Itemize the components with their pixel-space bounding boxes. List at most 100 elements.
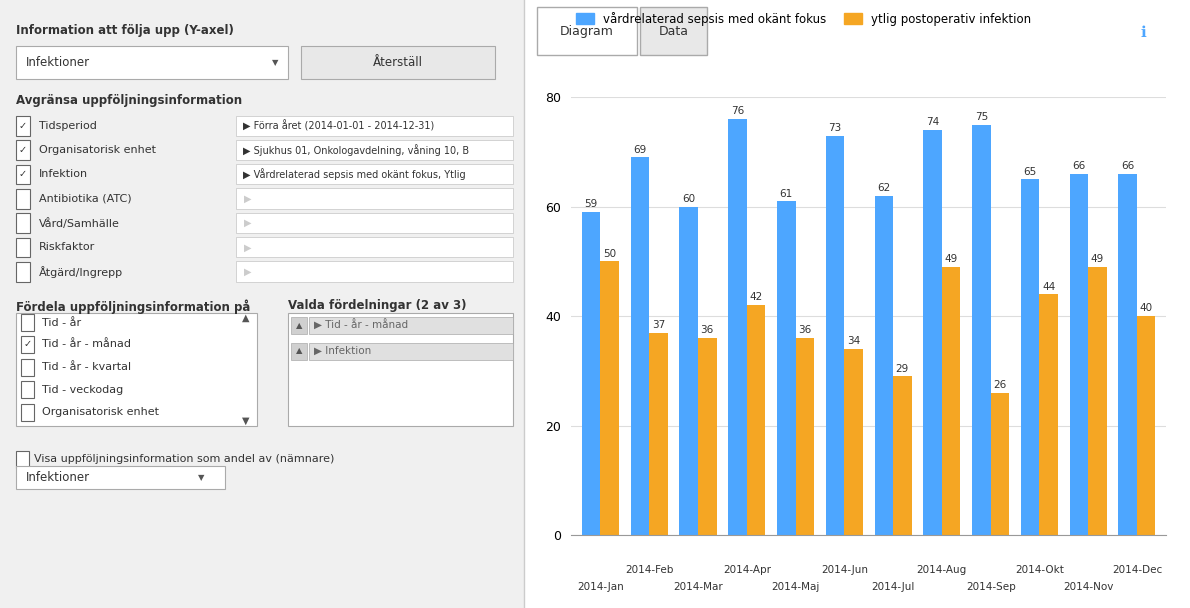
- Text: 44: 44: [1042, 282, 1056, 292]
- Text: 66: 66: [1121, 161, 1134, 171]
- Text: Valda fördelningar (2 av 3): Valda fördelningar (2 av 3): [288, 299, 466, 312]
- Bar: [728, 119, 747, 535]
- Bar: [923, 130, 941, 535]
- Text: Infektioner: Infektioner: [26, 56, 90, 69]
- Bar: [990, 393, 1009, 535]
- Legend: vårdrelaterad sepsis med okänt fokus, ytlig postoperativ infektion: vårdrelaterad sepsis med okänt fokus, yt…: [571, 7, 1036, 30]
- FancyBboxPatch shape: [309, 343, 513, 360]
- FancyBboxPatch shape: [15, 466, 225, 489]
- FancyBboxPatch shape: [15, 262, 31, 282]
- Text: ▶ Vårdrelaterad sepsis med okänt fokus, Ytlig: ▶ Vårdrelaterad sepsis med okänt fokus, …: [244, 168, 466, 181]
- Bar: [1070, 174, 1088, 535]
- Text: Tid - år: Tid - år: [42, 318, 81, 328]
- Text: 2014-Maj: 2014-Maj: [771, 581, 820, 592]
- FancyBboxPatch shape: [0, 0, 524, 608]
- Text: 2014-Dec: 2014-Dec: [1111, 565, 1163, 575]
- Text: Riskfaktor: Riskfaktor: [39, 243, 95, 252]
- Text: ▶ Infektion: ▶ Infektion: [314, 346, 371, 356]
- Bar: [699, 338, 716, 535]
- FancyBboxPatch shape: [537, 7, 637, 55]
- FancyBboxPatch shape: [236, 237, 513, 257]
- Text: 37: 37: [652, 320, 665, 330]
- Text: 65: 65: [1023, 167, 1036, 176]
- FancyBboxPatch shape: [15, 189, 31, 209]
- Text: Fördela uppföljningsinformation på: Fördela uppföljningsinformation på: [15, 299, 250, 314]
- Bar: [845, 349, 863, 535]
- Text: 61: 61: [779, 188, 793, 198]
- FancyBboxPatch shape: [21, 381, 35, 398]
- FancyBboxPatch shape: [15, 313, 257, 426]
- FancyBboxPatch shape: [236, 213, 513, 233]
- FancyBboxPatch shape: [290, 317, 307, 334]
- FancyBboxPatch shape: [290, 343, 307, 360]
- Text: Organisatorisk enhet: Organisatorisk enhet: [42, 407, 159, 417]
- Text: ▶: ▶: [244, 243, 251, 252]
- Text: ▼: ▼: [199, 474, 205, 482]
- FancyBboxPatch shape: [15, 451, 29, 468]
- FancyBboxPatch shape: [288, 313, 513, 426]
- FancyBboxPatch shape: [236, 140, 513, 160]
- Text: Visa uppföljningsinformation som andel av (nämnare): Visa uppföljningsinformation som andel a…: [35, 454, 334, 464]
- FancyBboxPatch shape: [21, 314, 35, 331]
- Text: Diagram: Diagram: [560, 24, 614, 38]
- Bar: [826, 136, 845, 535]
- Text: Infektion: Infektion: [39, 170, 88, 179]
- Text: 34: 34: [847, 336, 860, 346]
- FancyBboxPatch shape: [15, 46, 288, 79]
- Text: 2014-Aug: 2014-Aug: [916, 565, 967, 575]
- Text: 36: 36: [701, 325, 714, 336]
- FancyBboxPatch shape: [21, 359, 35, 376]
- Text: Data: Data: [658, 24, 689, 38]
- Text: 26: 26: [994, 380, 1007, 390]
- Text: 2014-Feb: 2014-Feb: [625, 565, 674, 575]
- FancyBboxPatch shape: [15, 238, 31, 257]
- Text: 75: 75: [975, 112, 988, 122]
- FancyBboxPatch shape: [15, 165, 31, 184]
- Text: 62: 62: [877, 183, 890, 193]
- Text: 60: 60: [682, 194, 695, 204]
- Text: 49: 49: [1091, 254, 1104, 264]
- Text: 49: 49: [945, 254, 958, 264]
- Text: ▶ Sjukhus 01, Onkologavdelning, våning 10, B: ▶ Sjukhus 01, Onkologavdelning, våning 1…: [244, 144, 470, 156]
- Bar: [1119, 174, 1136, 535]
- Text: 59: 59: [584, 199, 597, 209]
- Text: 2014-Nov: 2014-Nov: [1063, 581, 1114, 592]
- Text: 66: 66: [1072, 161, 1085, 171]
- Text: ▶ Tid - år - månad: ▶ Tid - år - månad: [314, 320, 408, 331]
- Text: 2014-Jul: 2014-Jul: [871, 581, 915, 592]
- Text: Återställ: Återställ: [372, 56, 422, 69]
- FancyBboxPatch shape: [236, 261, 513, 282]
- Bar: [679, 207, 699, 535]
- Text: ▲: ▲: [296, 321, 302, 330]
- Text: ▼: ▼: [243, 416, 250, 426]
- FancyBboxPatch shape: [236, 188, 513, 209]
- Text: Tid - år - kvartal: Tid - år - kvartal: [42, 362, 131, 372]
- FancyBboxPatch shape: [309, 317, 513, 334]
- Bar: [796, 338, 814, 535]
- Bar: [875, 196, 892, 535]
- Bar: [601, 261, 619, 535]
- Bar: [747, 305, 765, 535]
- Text: 29: 29: [896, 364, 909, 373]
- Bar: [972, 125, 990, 535]
- Text: ✓: ✓: [19, 145, 27, 155]
- FancyBboxPatch shape: [21, 404, 35, 421]
- FancyBboxPatch shape: [301, 46, 495, 79]
- FancyBboxPatch shape: [236, 164, 513, 184]
- Bar: [1088, 267, 1107, 535]
- Text: ▶: ▶: [244, 218, 251, 228]
- FancyBboxPatch shape: [15, 140, 31, 160]
- Text: 40: 40: [1140, 303, 1153, 314]
- Text: ▼: ▼: [271, 58, 278, 67]
- Bar: [582, 212, 601, 535]
- Text: ▲: ▲: [243, 313, 250, 323]
- Text: 74: 74: [926, 117, 939, 128]
- Text: 2014-Jun: 2014-Jun: [821, 565, 868, 575]
- Text: Vård/Samhälle: Vård/Samhälle: [39, 218, 120, 229]
- Text: 2014-Jan: 2014-Jan: [577, 581, 624, 592]
- FancyBboxPatch shape: [640, 7, 707, 55]
- FancyBboxPatch shape: [21, 336, 35, 353]
- Bar: [631, 157, 650, 535]
- Text: ✓: ✓: [19, 170, 27, 179]
- Text: 2014-Mar: 2014-Mar: [674, 581, 722, 592]
